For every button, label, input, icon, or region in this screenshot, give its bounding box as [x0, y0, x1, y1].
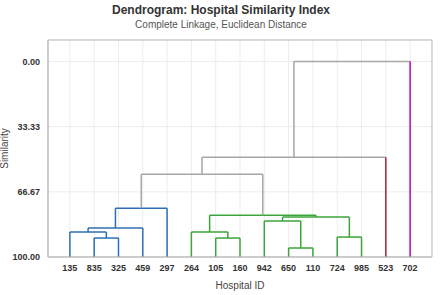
- svg-text:0.00: 0.00: [22, 57, 40, 67]
- svg-text:Similarity: Similarity: [8, 128, 10, 169]
- svg-text:702: 702: [403, 263, 418, 273]
- svg-text:942: 942: [257, 263, 272, 273]
- svg-text:66.67: 66.67: [17, 187, 40, 197]
- html-text:Dendrogram: Hospital Similarit: Dendrogram: Hospital Similarity Index: [112, 3, 330, 17]
- svg-text:110: 110: [306, 263, 321, 273]
- svg-text:160: 160: [232, 263, 247, 273]
- svg-text:835: 835: [87, 263, 102, 273]
- svg-text:297: 297: [160, 263, 175, 273]
- html-text:Complete Linkage, Euclidean Di: Complete Linkage, Euclidean Distance: [135, 19, 307, 30]
- svg-text:Hospital ID: Hospital ID: [216, 280, 265, 291]
- svg-text:264: 264: [184, 263, 199, 273]
- svg-text:523: 523: [378, 263, 393, 273]
- svg-text:650: 650: [281, 263, 296, 273]
- svg-text:135: 135: [62, 263, 77, 273]
- svg-text:325: 325: [111, 263, 126, 273]
- svg-text:105: 105: [208, 263, 223, 273]
- svg-text:33.33: 33.33: [17, 122, 40, 132]
- svg-text:724: 724: [330, 263, 345, 273]
- svg-text:100.00: 100.00: [12, 252, 40, 262]
- svg-text:459: 459: [135, 263, 150, 273]
- svg-text:985: 985: [354, 263, 369, 273]
